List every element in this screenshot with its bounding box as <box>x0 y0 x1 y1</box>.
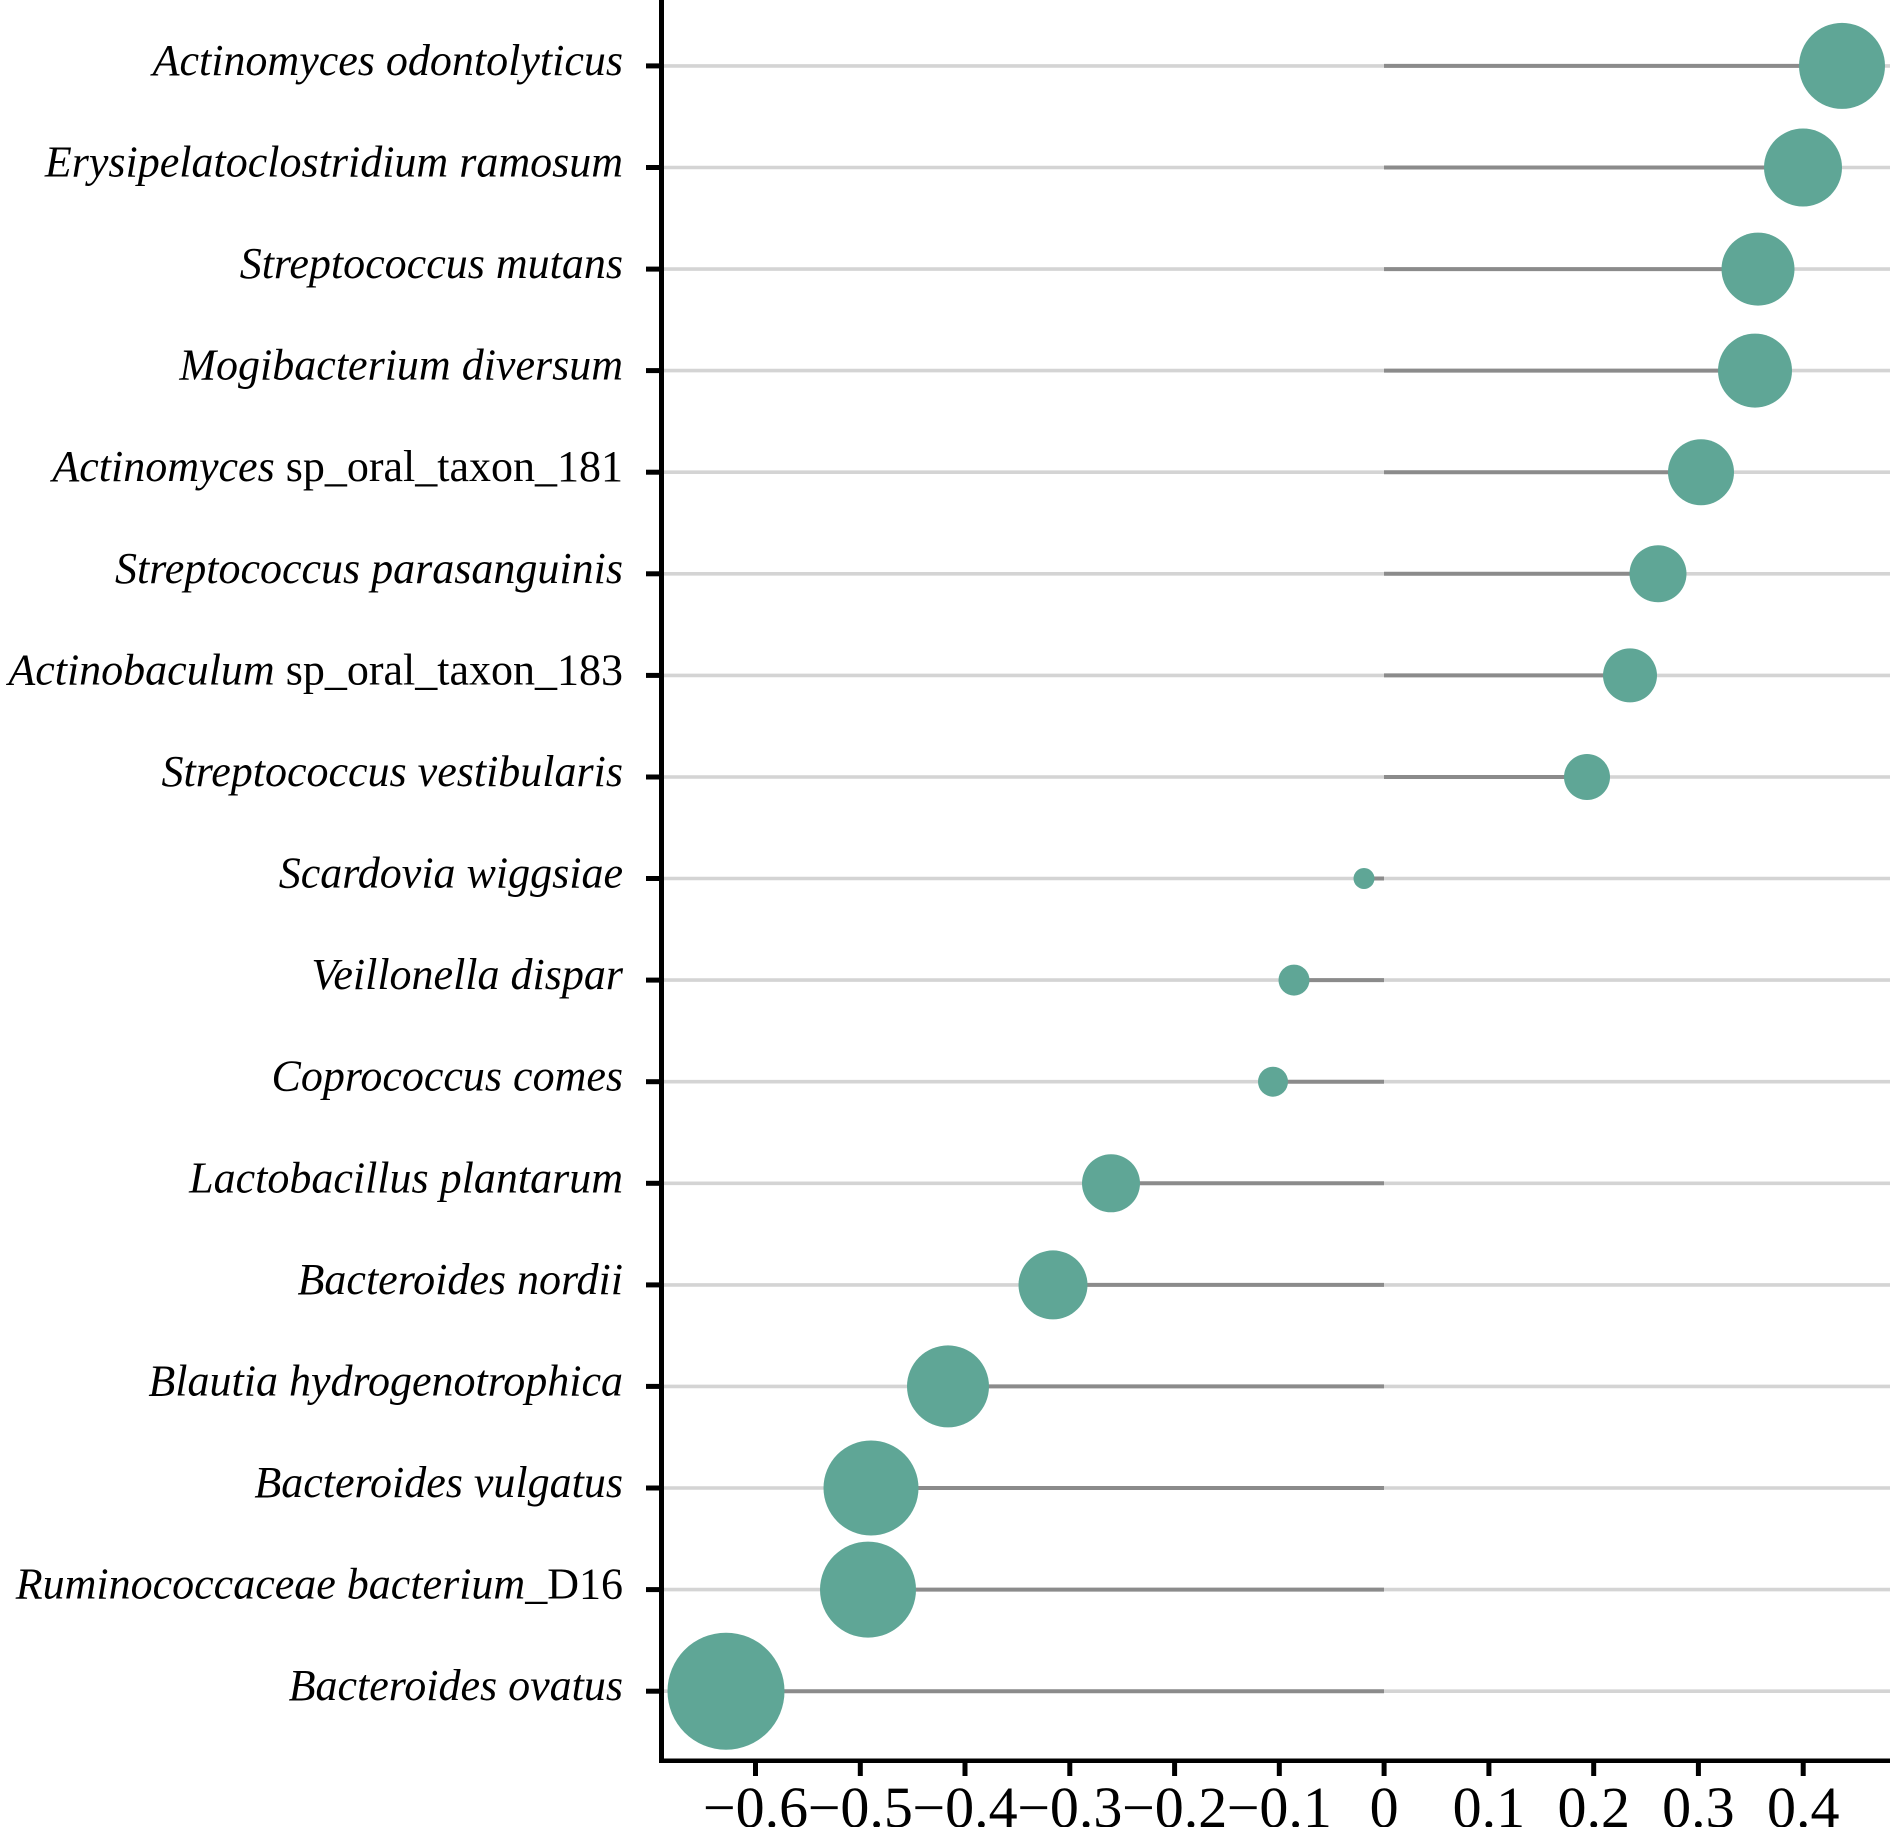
svg-text:−0.1: −0.1 <box>1227 1775 1332 1827</box>
svg-text:Actinobaculum sp_oral_taxon_18: Actinobaculum sp_oral_taxon_183 <box>5 645 623 694</box>
svg-text:Actinomyces odontolyticus: Actinomyces odontolyticus <box>150 36 623 85</box>
svg-text:Streptococcus parasanguinis: Streptococcus parasanguinis <box>115 544 623 593</box>
svg-text:Veillonella dispar: Veillonella dispar <box>311 950 624 999</box>
svg-text:Coprococcus comes: Coprococcus comes <box>271 1052 623 1101</box>
svg-text:Ruminococcaceae bacterium_D16: Ruminococcaceae bacterium_D16 <box>15 1560 623 1609</box>
svg-text:−0.6: −0.6 <box>703 1775 808 1827</box>
svg-text:0: 0 <box>1370 1775 1399 1827</box>
svg-text:−0.3: −0.3 <box>1017 1775 1122 1827</box>
svg-text:Streptococcus vestibularis: Streptococcus vestibularis <box>161 747 623 796</box>
svg-text:0.2: 0.2 <box>1557 1775 1630 1827</box>
svg-text:0.4: 0.4 <box>1767 1775 1840 1827</box>
svg-text:Streptococcus mutans: Streptococcus mutans <box>240 239 623 288</box>
svg-text:Erysipelatoclostridium ramosum: Erysipelatoclostridium ramosum <box>44 138 623 187</box>
svg-text:−0.4: −0.4 <box>912 1775 1017 1827</box>
svg-text:Bacteroides nordii: Bacteroides nordii <box>298 1255 623 1304</box>
svg-text:Actinomyces sp_oral_taxon_181: Actinomyces sp_oral_taxon_181 <box>49 442 623 491</box>
svg-text:0.1: 0.1 <box>1453 1775 1526 1827</box>
svg-text:Mogibacterium diversum: Mogibacterium diversum <box>178 341 623 390</box>
svg-text:Blautia hydrogenotrophica: Blautia hydrogenotrophica <box>148 1356 623 1405</box>
svg-text:−0.5: −0.5 <box>808 1775 913 1827</box>
svg-text:−0.2: −0.2 <box>1122 1775 1227 1827</box>
svg-text:0.3: 0.3 <box>1662 1775 1735 1827</box>
svg-text:Bacteroides vulgatus: Bacteroides vulgatus <box>254 1458 623 1507</box>
svg-text:Scardovia wiggsiae: Scardovia wiggsiae <box>279 849 623 898</box>
svg-text:Lactobacillus plantarum: Lactobacillus plantarum <box>188 1153 623 1202</box>
svg-text:Bacteroides ovatus: Bacteroides ovatus <box>289 1661 623 1710</box>
